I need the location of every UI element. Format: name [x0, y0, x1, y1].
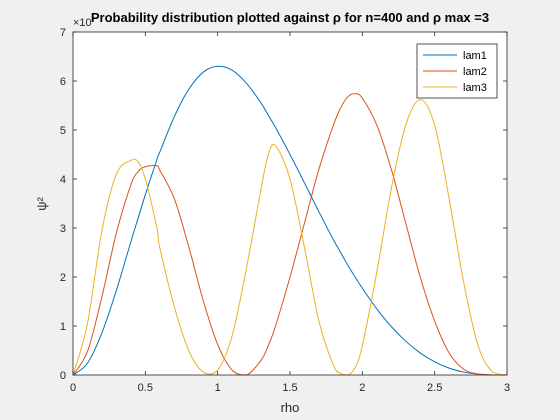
- y-tick-label: 6: [60, 76, 66, 88]
- x-tick-label: 2: [359, 382, 365, 394]
- x-tick-label: 0: [70, 382, 76, 394]
- legend-label-lam3: lam3: [463, 82, 487, 94]
- legend-label-lam1: lam1: [463, 50, 487, 62]
- series-line-lam1: [72, 65, 507, 376]
- y-tick-label: 5: [60, 125, 66, 137]
- y-tick-label: 3: [60, 223, 66, 235]
- series-line-lam2: [72, 93, 507, 376]
- y-tick-label: 7: [60, 27, 66, 39]
- y-tick-label: 2: [60, 272, 66, 284]
- chart-title: Probability distribution plotted against…: [91, 10, 489, 25]
- y-tick-label: 4: [60, 174, 66, 186]
- x-tick-label: 1.5: [282, 382, 297, 394]
- axes-layer: 0 0.5 1 1.5 2 2.5 3 0 1 2 3 4 5 6 7: [60, 27, 510, 394]
- legend-label-lam2: lam2: [463, 66, 487, 78]
- x-tick-label: 1: [215, 382, 221, 394]
- y-axis-label: ψ²: [34, 197, 49, 211]
- x-axis-label: rho: [281, 400, 300, 415]
- x-tick-label: 2.5: [427, 382, 442, 394]
- series-line-lam3: [72, 99, 508, 376]
- series-layer: [72, 65, 508, 376]
- x-tick-label: 3: [504, 382, 510, 394]
- y-tick-label: 0: [60, 370, 66, 382]
- y-exponent-label: ×10: [73, 17, 92, 29]
- y-tick-label: 1: [60, 321, 66, 333]
- x-tick-label: 0.5: [138, 382, 153, 394]
- legend: lam1 lam2 lam3: [416, 43, 498, 99]
